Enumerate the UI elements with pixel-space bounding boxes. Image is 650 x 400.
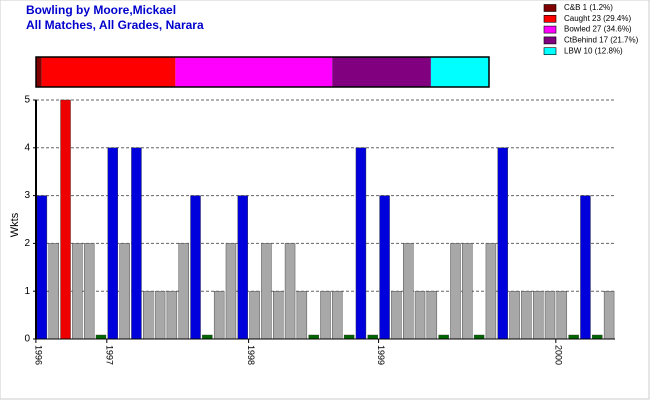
legend-label: C&B 1 (1.2%): [564, 3, 613, 12]
y-axis-label: Wkts: [9, 212, 21, 237]
legend-swatch: [543, 36, 557, 45]
y-tick-label: 4: [24, 142, 30, 153]
bar: [320, 291, 331, 340]
bar: [308, 334, 319, 340]
bar: [355, 147, 367, 340]
bar: [603, 291, 615, 340]
bar: [332, 291, 343, 340]
y-tick-label: 1: [24, 286, 30, 297]
share-segment: [41, 57, 176, 87]
legend-swatch: [543, 25, 557, 34]
bar: [95, 334, 107, 340]
share-segment: [332, 57, 431, 87]
bar: [190, 195, 201, 340]
y-tick-label: 0: [24, 334, 30, 345]
bar: [72, 243, 83, 340]
share-segment: [430, 57, 489, 87]
share-segment: [36, 57, 42, 87]
bar: [36, 195, 48, 340]
bar: [403, 243, 414, 340]
x-tick-label: 1996: [34, 345, 44, 365]
bar: [438, 334, 449, 340]
bar: [414, 291, 426, 340]
bar: [166, 291, 178, 340]
legend-swatch: [543, 15, 557, 23]
bar: [450, 243, 461, 340]
bar: [556, 291, 568, 340]
y-tick-label: 2: [24, 238, 30, 249]
bar: [497, 147, 508, 340]
chart-title: Bowling by Moore,Mickael: [26, 3, 176, 17]
bar: [273, 291, 284, 340]
x-tick-label: 1999: [376, 345, 386, 365]
bar: [143, 291, 154, 340]
bar: [391, 291, 402, 340]
bar: [426, 291, 438, 340]
bar: [509, 291, 520, 340]
bar: [48, 243, 59, 340]
bar: [592, 334, 603, 340]
legend-label: Caught 23 (29.4%): [564, 14, 631, 23]
bar: [83, 243, 95, 340]
bar: [296, 291, 308, 340]
legend-label: CtBehind 17 (21.7%): [564, 36, 639, 45]
chart-subtitle: All Matches, All Grades, Narara: [26, 18, 204, 32]
bar: [473, 334, 485, 340]
bar: [131, 147, 142, 340]
bar: [343, 334, 355, 340]
legend-label: Bowled 27 (34.6%): [564, 25, 632, 34]
bar: [284, 243, 296, 340]
bar: [532, 291, 544, 340]
bar: [261, 243, 272, 340]
bar: [462, 243, 473, 340]
x-tick-label: 1997: [104, 345, 114, 365]
bar: [107, 147, 119, 340]
bar: [544, 291, 556, 340]
share-frame: [35, 56, 490, 88]
bar: [154, 291, 166, 340]
bar: [60, 99, 71, 340]
legend-label: LBW 10 (12.8%): [564, 46, 623, 55]
y-tick-label: 3: [24, 190, 30, 201]
legend-swatch: [543, 4, 557, 12]
bar: [485, 243, 497, 340]
share-segment: [175, 57, 333, 87]
bar: [178, 243, 189, 340]
bar: [225, 243, 237, 340]
x-tick-label: 1998: [246, 345, 256, 365]
bar: [237, 195, 248, 340]
bar: [213, 291, 225, 340]
bar: [119, 243, 130, 340]
x-tick-label: 2000: [553, 345, 563, 365]
bar: [379, 195, 390, 340]
bar: [249, 291, 260, 340]
legend-swatch: [543, 47, 557, 56]
y-tick-label: 5: [24, 95, 30, 106]
bar: [367, 334, 378, 340]
bar: [580, 195, 591, 340]
bar: [202, 334, 213, 340]
bar: [568, 334, 579, 340]
bar: [521, 291, 532, 340]
